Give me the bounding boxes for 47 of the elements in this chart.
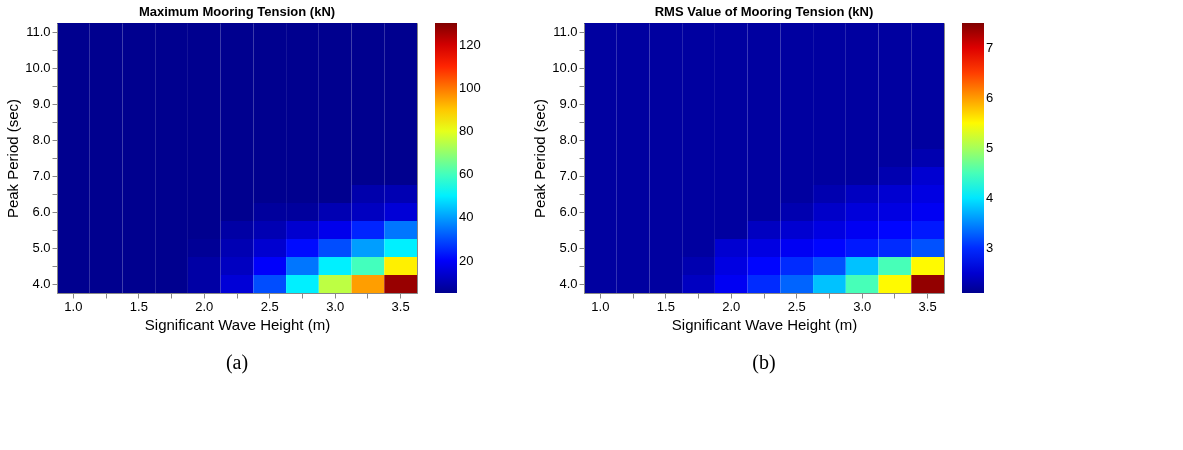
color-bar-label: 7 [986, 40, 994, 55]
x-tick-label: 2.5 [260, 298, 279, 314]
x-axis-title: Significant Wave Height (m) [144, 315, 331, 333]
color-bar-label: 3 [986, 240, 994, 255]
y-tick-label: 10.0 [25, 60, 51, 75]
y-tick-label: 10.0 [552, 60, 578, 75]
y-tick-label: 6.0 [32, 204, 51, 219]
chart-title: RMS Value of Mooring Tension (kN) [654, 4, 874, 19]
x-tick-label: 3.0 [326, 298, 345, 314]
y-tick-label: 8.0 [32, 132, 51, 147]
color-bar-label: 60 [459, 166, 474, 182]
y-tick-label: 7.0 [559, 168, 578, 183]
y-tick-label: 6.0 [559, 204, 578, 219]
x-tick-label: 3.5 [918, 298, 937, 314]
y-tick-label: 9.0 [32, 96, 51, 111]
y-axis-title: Peak Period (sec) [531, 98, 549, 219]
color-bar-label: 5 [986, 140, 994, 155]
color-bar-label: 20 [459, 252, 474, 268]
x-tick-label: 2.0 [195, 298, 214, 314]
color-bar-label: 40 [459, 209, 474, 225]
y-tick-label: 4.0 [559, 276, 578, 291]
x-axis-title: Significant Wave Height (m) [671, 315, 858, 333]
y-tick-label: 5.0 [559, 240, 578, 255]
color-bar-label: 80 [459, 123, 474, 138]
color-bar-label: 100 [459, 79, 481, 95]
y-tick-label: 11.0 [26, 24, 51, 39]
text: (b) [752, 351, 776, 374]
y-tick-label: 5.0 [32, 240, 51, 255]
color-bar-label: 4 [986, 190, 994, 205]
x-tick-label: 1.5 [129, 298, 148, 314]
y-tick-label: 8.0 [559, 132, 578, 147]
x-tick-label: 2.5 [787, 298, 806, 314]
color-bar-label: 120 [459, 36, 481, 52]
x-tick-label: 1.5 [656, 298, 675, 314]
text: (a) [225, 351, 249, 374]
y-tick-label: 11.0 [553, 24, 578, 39]
x-tick-label: 3.0 [853, 298, 872, 314]
y-tick-label: 4.0 [32, 276, 51, 291]
y-tick-label: 9.0 [559, 96, 578, 111]
y-tick-label: 7.0 [32, 168, 51, 183]
y-axis-title: Peak Period (sec) [4, 98, 22, 219]
x-tick-label: 2.0 [722, 298, 741, 314]
x-tick-label: 1.0 [64, 298, 83, 314]
color-bar-label: 6 [986, 90, 994, 105]
x-tick-label: 3.5 [391, 298, 410, 314]
chart-title: Maximum Mooring Tension (kN) [138, 4, 336, 19]
x-tick-label: 1.0 [591, 298, 610, 314]
